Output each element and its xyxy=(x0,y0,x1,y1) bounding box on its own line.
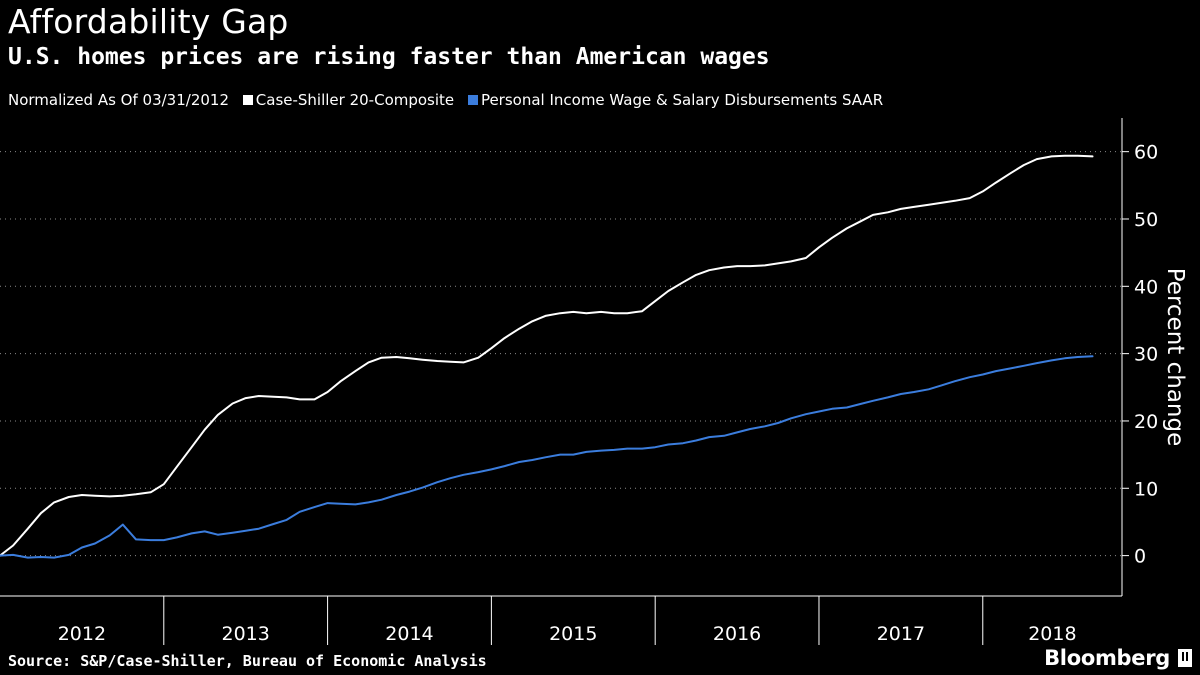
legend-label-case-shiller: Case-Shiller 20-Composite xyxy=(255,91,455,109)
x-tick-label: 2012 xyxy=(58,623,106,645)
y-axis-title: Percent change xyxy=(1162,268,1188,447)
source-note: Source: S&P/Case-Shiller, Bureau of Econ… xyxy=(8,652,487,670)
legend-swatch-case-shiller xyxy=(242,95,253,105)
y-tick-label: 60 xyxy=(1134,142,1158,164)
y-tick-label: 30 xyxy=(1134,344,1158,366)
legend-normalized-note: Normalized As Of 03/31/2012 xyxy=(8,91,229,109)
y-tick-label: 40 xyxy=(1134,276,1158,298)
y-tick-label: 20 xyxy=(1134,411,1158,433)
x-tick-label: 2014 xyxy=(385,623,433,645)
brand-logo: Bloomberg xyxy=(1044,646,1192,670)
series-line-wages xyxy=(0,355,1094,559)
y-tick-label: 0 xyxy=(1134,546,1146,568)
chart-title: Affordability Gap xyxy=(8,2,289,41)
legend-swatch-wages xyxy=(467,95,478,105)
x-tick-label: 2018 xyxy=(1028,623,1076,645)
legend-label-wages: Personal Income Wage & Salary Disburseme… xyxy=(480,91,884,109)
x-tick-label: 2016 xyxy=(713,623,761,645)
y-tick-label: 50 xyxy=(1134,209,1158,231)
series-line-case-shiller xyxy=(0,154,1094,557)
bloomberg-terminal-icon xyxy=(1178,649,1192,667)
chart-legend: Normalized As Of 03/31/2012 Case-Shiller… xyxy=(8,91,885,109)
brand-name: Bloomberg xyxy=(1044,646,1170,670)
x-tick-label: 2015 xyxy=(549,623,597,645)
y-tick-label: 10 xyxy=(1134,478,1158,500)
x-tick-label: 2017 xyxy=(877,623,925,645)
x-tick-label: 2013 xyxy=(222,623,270,645)
chart-subtitle: U.S. homes prices are rising faster than… xyxy=(8,44,770,70)
